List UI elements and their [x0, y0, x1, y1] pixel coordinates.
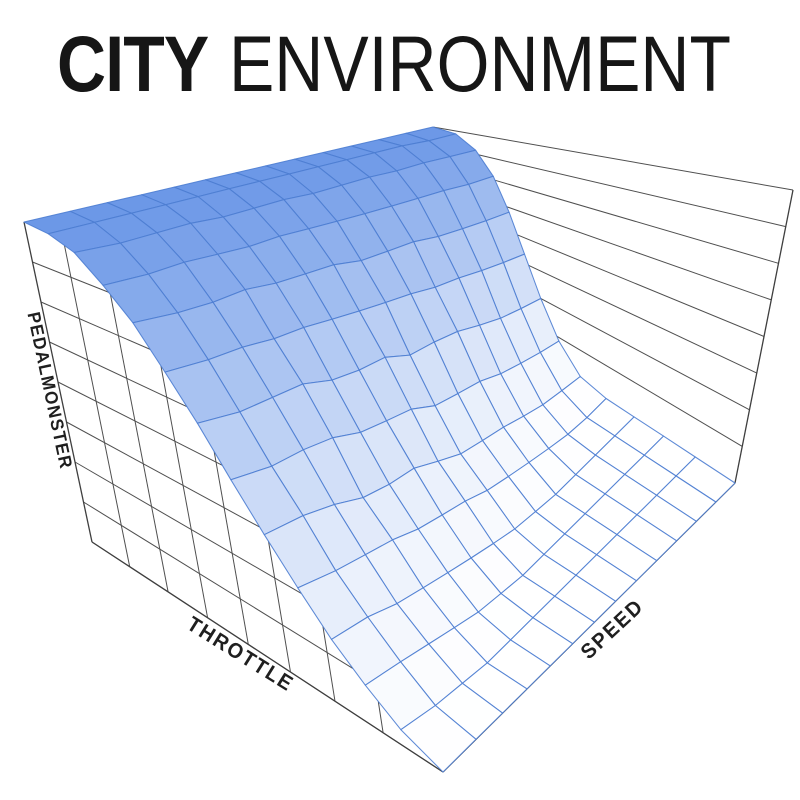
- grid-line: [160, 365, 209, 618]
- grid-line: [433, 126, 794, 191]
- right-wall-grid: [433, 126, 794, 447]
- left-wall-grid: [23, 221, 444, 773]
- surface-mesh: [23, 126, 736, 773]
- grid-line: [478, 154, 786, 228]
- grid-line: [322, 626, 336, 702]
- grid-line: [110, 294, 169, 592]
- grid-line: [57, 381, 223, 466]
- grid-line: [377, 701, 384, 733]
- grid-line: [517, 234, 765, 337]
- z-axis-label-pedalmonster: PEDALMONSTER: [23, 310, 76, 471]
- grid-line: [556, 335, 743, 447]
- page-title: CITY ENVIRONMENT: [57, 24, 731, 103]
- x-axis-label-throttle: THROTTLE: [183, 612, 299, 696]
- grid-line: [540, 298, 750, 411]
- surface-cell: [400, 704, 477, 773]
- title-emphasis: CITY: [57, 19, 209, 108]
- grid-line: [734, 189, 794, 484]
- grid-line: [49, 341, 187, 408]
- grid-line: [268, 541, 291, 673]
- grid-line: [495, 179, 779, 264]
- grid-line: [213, 451, 249, 645]
- grid-line: [506, 206, 772, 301]
- grid-line: [91, 541, 444, 773]
- title-rest: ENVIRONMENT: [228, 19, 731, 108]
- grid-line: [528, 264, 758, 374]
- grid-line: [66, 421, 260, 528]
- grid-line: [40, 301, 151, 350]
- grid-line: [83, 501, 354, 669]
- grid-line: [23, 221, 93, 543]
- grid-line: [64, 245, 131, 567]
